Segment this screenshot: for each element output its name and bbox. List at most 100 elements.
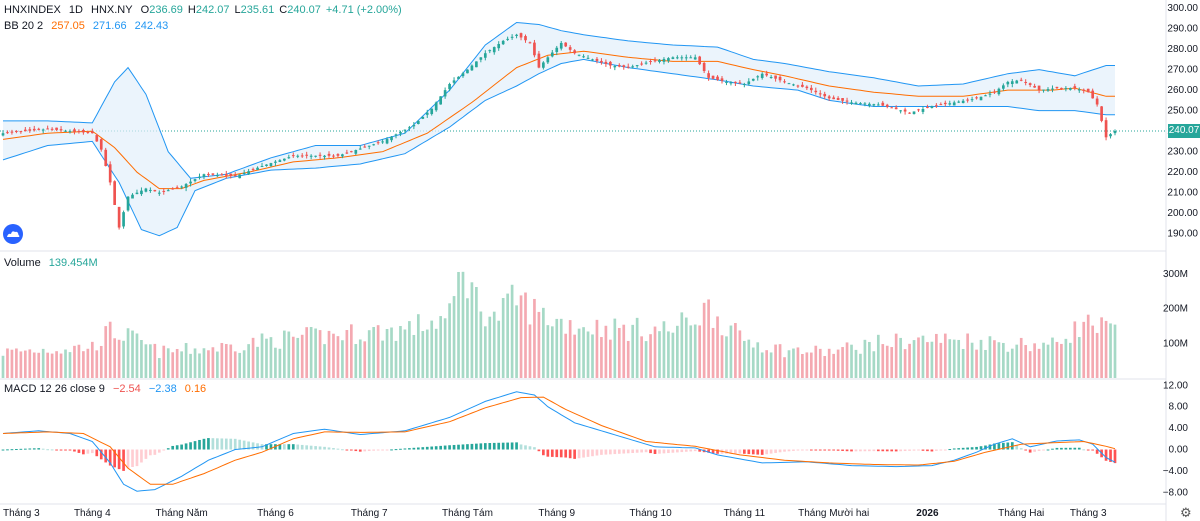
volume-bar <box>1037 348 1041 378</box>
candle-body <box>37 128 41 130</box>
candle-body <box>984 95 987 97</box>
candle-body <box>792 84 795 86</box>
volume-bar <box>269 337 273 378</box>
bb-label[interactable]: BB 20 2 <box>4 20 44 32</box>
candle-body <box>801 84 804 87</box>
macd-tick-label: −8.00 <box>1163 487 1189 498</box>
volume-bar <box>216 351 219 378</box>
macd-hist-value: −2.54 <box>112 383 141 395</box>
volume-bar <box>948 339 952 378</box>
volume-bar <box>171 352 175 378</box>
macd-label[interactable]: MACD 12 26 close 9 <box>4 383 105 395</box>
candle-body <box>729 82 733 84</box>
macd-hist-bar <box>354 449 358 452</box>
macd-hist-bar <box>899 449 902 452</box>
macd-hist-bar <box>582 449 585 458</box>
macd-hist-bar <box>970 447 974 450</box>
candle-body <box>41 129 45 131</box>
macd-hist-bar <box>19 448 23 450</box>
volume-bar <box>470 282 474 378</box>
macd-hist-bar <box>216 438 219 450</box>
candle-body <box>676 57 679 59</box>
volume-bar <box>113 338 116 378</box>
volume-bar <box>542 307 545 378</box>
candle-body <box>550 52 554 57</box>
candle-body <box>274 161 277 163</box>
volume-bar <box>1109 323 1112 378</box>
candle-body <box>157 192 161 194</box>
macd-hist-bar <box>149 449 152 456</box>
macd-hist-bar <box>64 449 67 451</box>
tradingview-logo-icon[interactable] <box>3 224 23 244</box>
candle-body <box>421 116 425 119</box>
candle-body <box>86 131 90 133</box>
macd-hist-bar <box>242 440 246 450</box>
volume-bar <box>984 349 987 378</box>
volume-bar <box>59 353 63 378</box>
candle-body <box>95 135 99 142</box>
volume-bar <box>827 348 831 378</box>
volume-bar <box>283 330 286 378</box>
candle-body <box>425 112 429 115</box>
candle-body <box>751 78 755 81</box>
macd-hist-bar <box>247 441 250 450</box>
candle-body <box>1033 85 1036 88</box>
macd-hist-bar <box>662 449 666 454</box>
macd-hist-bar <box>926 449 929 452</box>
volume-bar <box>198 353 201 378</box>
symbol-name[interactable]: HNXINDEX <box>4 4 61 16</box>
gear-icon[interactable]: ⚙ <box>1180 505 1192 520</box>
candle-body <box>872 104 876 106</box>
volume-bar <box>1104 320 1108 378</box>
macd-hist-bar <box>716 449 719 454</box>
candle-body <box>921 109 925 112</box>
macd-hist-bar <box>283 444 286 450</box>
candle-body <box>1037 85 1041 91</box>
volume-bar <box>323 344 326 378</box>
macd-hist-bar <box>309 445 313 450</box>
volume-bar <box>609 339 612 378</box>
candle-body <box>122 212 125 227</box>
volume-bar <box>10 349 14 378</box>
volume-bar <box>742 340 746 378</box>
candle-body <box>327 153 331 156</box>
volume-bar <box>99 345 103 378</box>
macd-hist-bar <box>1015 445 1019 450</box>
candle-body <box>82 129 85 133</box>
volume-bar <box>747 339 751 378</box>
macd-hist-bar <box>859 449 862 452</box>
macd-hist-bar <box>461 444 465 450</box>
candle-body <box>680 57 684 59</box>
candle-body <box>171 188 175 190</box>
volume-bar <box>238 352 242 378</box>
macd-hist-bar <box>251 442 255 450</box>
candle-body <box>814 90 818 93</box>
macd-hist-bar <box>609 449 612 455</box>
volume-bar <box>381 340 384 378</box>
macd-hist-bar <box>872 449 876 452</box>
macd-hist-bar <box>801 449 804 451</box>
macd-hist-bar <box>537 449 541 452</box>
time-tick-label: Tháng 3 <box>1070 508 1107 519</box>
macd-hist-bar <box>854 449 858 452</box>
macd-hist-bar <box>144 449 148 459</box>
interval-label[interactable]: 1D <box>68 4 83 16</box>
volume-tick-label: 100M <box>1163 338 1188 349</box>
volume-bar <box>582 327 585 378</box>
price-tick-label: 300.00 <box>1167 3 1198 14</box>
volume-bar <box>1055 341 1059 378</box>
macd-hist-bar <box>961 447 965 450</box>
volume-bar <box>908 343 911 378</box>
volume-label[interactable]: Volume <box>4 257 41 269</box>
macd-hist-bar <box>742 449 746 454</box>
volume-bar <box>202 348 206 378</box>
volume-bar <box>434 328 438 378</box>
volume-bar <box>872 351 876 378</box>
macd-hist-bar <box>631 449 635 453</box>
volume-bar <box>193 348 197 378</box>
macd-hist-bar <box>617 449 621 454</box>
candle-body <box>836 97 840 100</box>
candle-body <box>372 144 376 146</box>
volume-bar <box>644 341 648 378</box>
candle-body <box>1015 80 1019 84</box>
